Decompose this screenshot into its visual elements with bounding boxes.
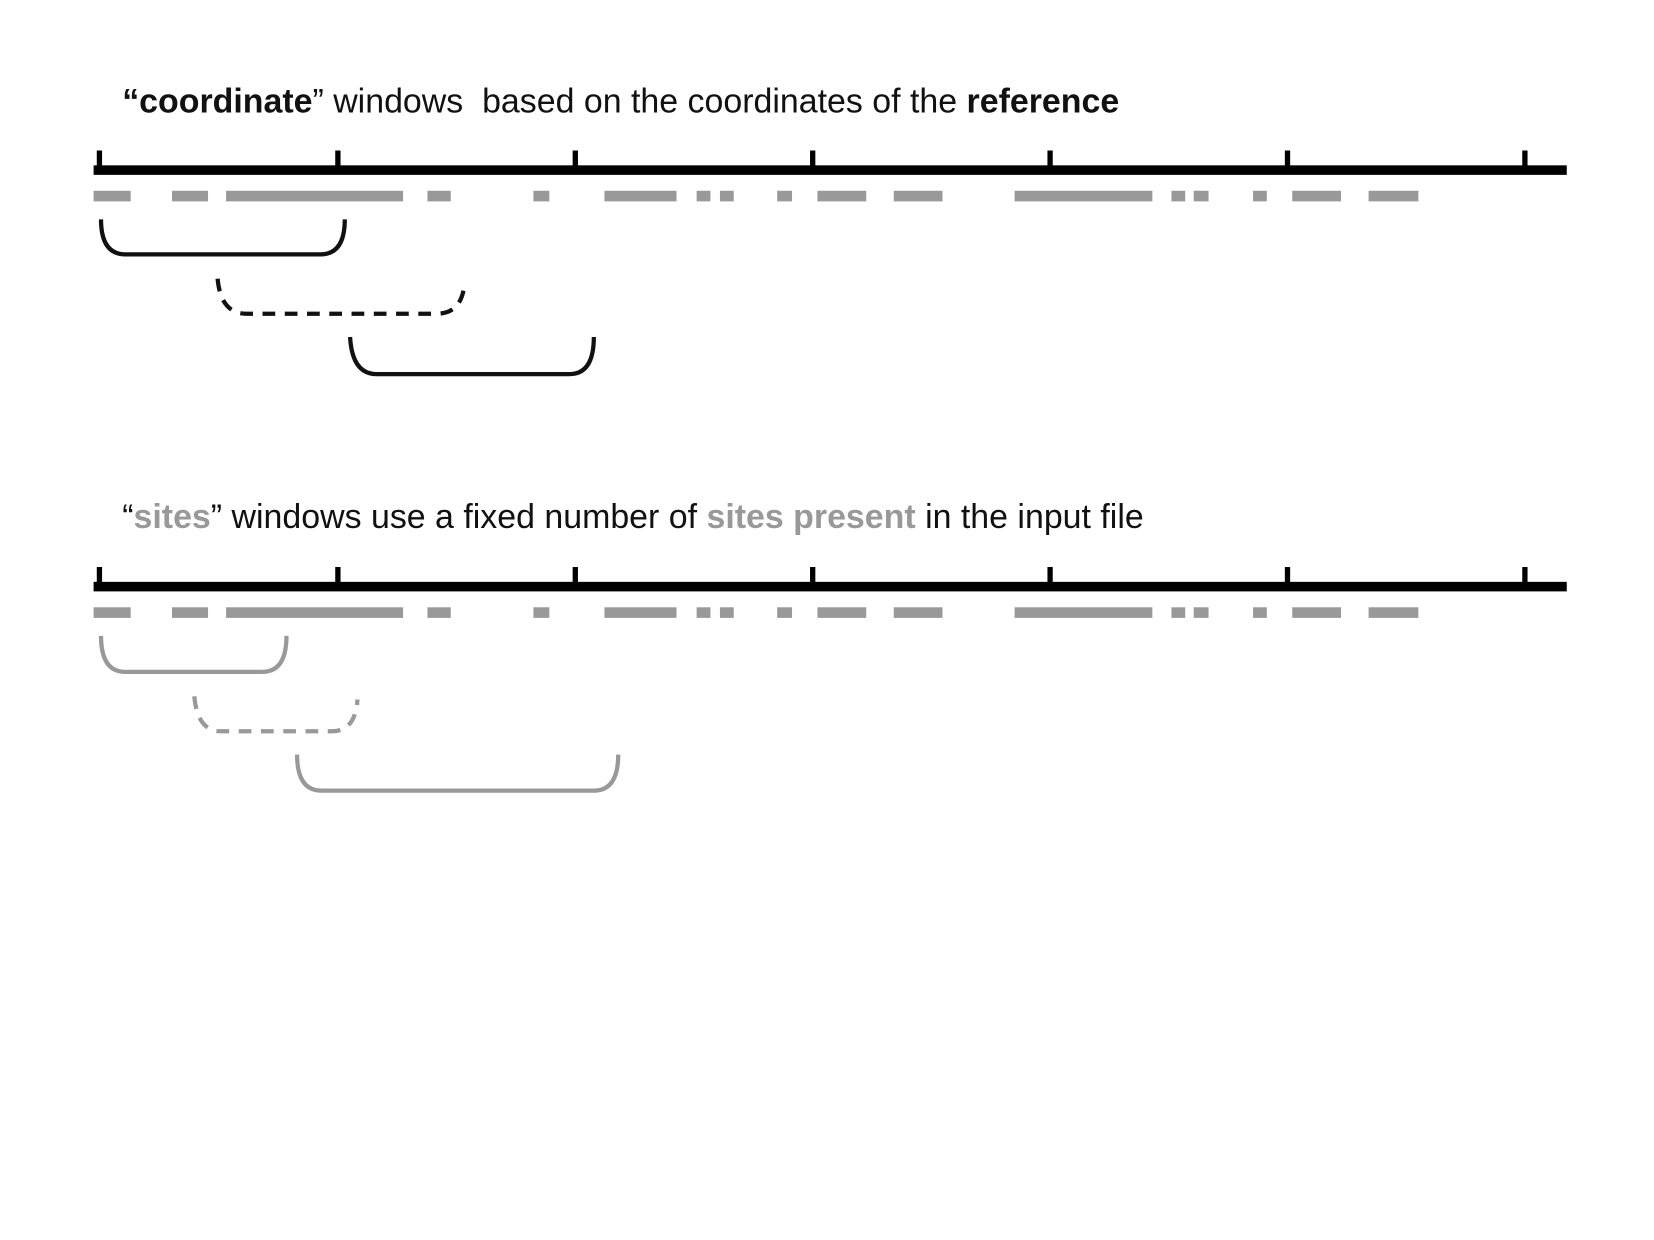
window-bracket: [98, 219, 347, 257]
window-bracket: [98, 635, 289, 675]
axis-tick: [572, 567, 578, 587]
axis-tick: [1284, 150, 1291, 170]
window-bracket: [192, 696, 360, 734]
site-block: [1368, 190, 1419, 202]
site-block: [533, 607, 550, 618]
site-block: [226, 190, 404, 202]
site-block: [893, 607, 943, 618]
site-block: [777, 607, 793, 618]
site-block: [1171, 607, 1186, 618]
reference-axis: [93, 165, 1567, 175]
site-block: [696, 190, 711, 202]
axis-tick: [572, 150, 578, 170]
keyword: reference: [967, 82, 1120, 120]
window-bracket: [215, 278, 467, 316]
site-block: [1253, 190, 1267, 202]
axis-tick: [810, 150, 816, 170]
keyword: sites present: [706, 498, 915, 536]
site-block: [1193, 607, 1209, 618]
site-block: [1193, 190, 1209, 202]
site-block: [1014, 190, 1153, 202]
axis-tick: [335, 567, 341, 587]
site-block: [696, 607, 711, 618]
site-block: [1171, 190, 1186, 202]
site-block: [427, 190, 451, 202]
site-block: [427, 607, 451, 618]
title-text: in the input file: [916, 498, 1144, 536]
site-block: [1014, 607, 1153, 618]
site-block: [719, 607, 734, 618]
panel-title: “sites” windows use a fixed number of si…: [122, 498, 1144, 536]
title-text: ” windows based on the coordinates of th…: [312, 82, 966, 120]
site-block: [777, 190, 793, 202]
site-block: [719, 190, 734, 202]
site-block: [172, 607, 209, 618]
site-block: [893, 190, 943, 202]
axis-tick: [96, 567, 103, 587]
axis-tick: [1284, 567, 1291, 587]
quote: “: [122, 82, 139, 120]
axis-tick: [1047, 150, 1053, 170]
site-block: [93, 190, 131, 202]
axis-tick: [810, 567, 816, 587]
site-block: [93, 607, 131, 618]
axis-tick: [1522, 150, 1528, 170]
reference-axis: [93, 581, 1567, 592]
site-block: [533, 190, 550, 202]
axis-tick: [335, 150, 341, 170]
site-block: [604, 607, 677, 618]
site-block: [817, 190, 867, 202]
quote: “: [122, 498, 133, 536]
axis-tick: [96, 150, 103, 170]
site-block: [1253, 607, 1267, 618]
site-block: [172, 190, 209, 202]
window-bracket: [294, 754, 621, 793]
site-block: [604, 190, 677, 202]
title-text: ” windows use a fixed number of: [211, 498, 707, 536]
keyword: sites: [134, 498, 211, 536]
site-block: [1292, 190, 1342, 202]
site-block: [1292, 607, 1342, 618]
site-block: [226, 607, 404, 618]
site-block: [1368, 607, 1419, 618]
axis-tick: [1522, 567, 1528, 587]
axis-tick: [1047, 567, 1053, 587]
site-block: [817, 607, 867, 618]
panel-title: “coordinate” windows based on the coordi…: [122, 82, 1119, 120]
keyword: coordinate: [139, 82, 312, 120]
window-bracket: [347, 336, 596, 377]
